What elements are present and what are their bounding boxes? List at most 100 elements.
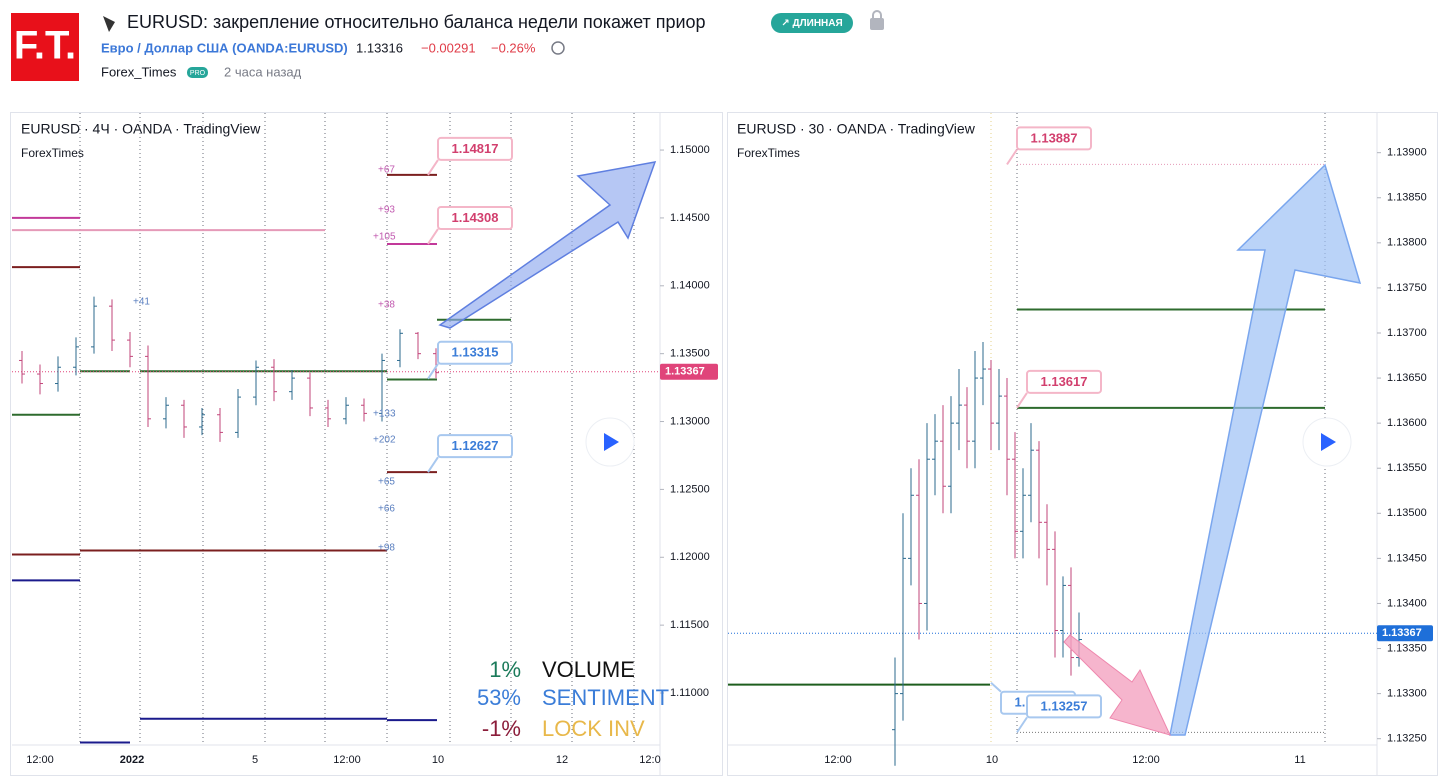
indicator-value: -1% xyxy=(482,716,521,741)
forecast-arrow xyxy=(1063,634,1171,736)
x-tick-label: 2022 xyxy=(120,754,144,766)
last-price-tag xyxy=(660,363,718,380)
level-note: +93 xyxy=(378,205,395,216)
callout-box xyxy=(437,136,513,161)
callout-pointer xyxy=(427,159,439,176)
logo-text: F.T. xyxy=(14,24,76,68)
last-price-label: 1.13367 xyxy=(665,366,705,378)
y-tick-label: 1.13750 xyxy=(1387,282,1427,294)
play-icon xyxy=(604,433,619,451)
logo[interactable] xyxy=(11,13,79,81)
y-tick-label: 1.12500 xyxy=(670,483,710,495)
callout-box xyxy=(1016,126,1092,151)
indicator-value: 53% xyxy=(477,685,521,710)
y-tick-label: 1.15000 xyxy=(670,144,710,156)
lock-icon-shackle xyxy=(872,10,882,18)
y-tick-label: 1.13550 xyxy=(1387,462,1427,474)
callout-pointer xyxy=(990,682,1002,693)
level-note: +41 xyxy=(133,297,150,308)
y-tick-label: 1.14000 xyxy=(670,280,710,292)
chart-title: EURUSD · 4Ч · OANDA · TradingView xyxy=(21,121,261,137)
x-tick-label: 12:00 xyxy=(26,754,54,766)
level-note: +38 xyxy=(378,300,395,311)
x-tick-label: 5 xyxy=(252,754,258,766)
lock-icon xyxy=(870,18,884,30)
callout-pointer xyxy=(1016,392,1028,409)
x-tick-label: 12:00 xyxy=(1132,754,1160,766)
callout-box xyxy=(1026,694,1102,719)
symbol-change: −0.00291 xyxy=(421,40,476,55)
callout-pointer xyxy=(1006,148,1018,165)
level-note: +98 xyxy=(378,543,395,554)
author[interactable]: Forex_Times xyxy=(101,64,177,79)
callout-label: 1.13315 xyxy=(452,345,499,360)
y-tick-label: 1.13600 xyxy=(1387,417,1427,429)
callout-box xyxy=(437,340,513,365)
forecast-arrow xyxy=(438,161,657,329)
callout-label: 1.13887 xyxy=(1031,130,1078,145)
indicator-name: SENTIMENT xyxy=(542,685,669,710)
x-tick-label: 12:00 xyxy=(333,754,361,766)
symbol-price: 1.13316 xyxy=(356,40,403,55)
symbol-link[interactable]: Евро / Доллар США (OANDA:EURUSD) xyxy=(101,40,348,55)
x-tick-label: 12:0 xyxy=(639,754,660,766)
pro-badge-text: PRO xyxy=(190,70,206,77)
chart-subtitle: ForexTimes xyxy=(21,146,84,160)
indicator-value: 1% xyxy=(489,657,521,682)
last-price-label: 1.13367 xyxy=(1382,627,1422,639)
y-tick-label: 1.12000 xyxy=(670,551,710,563)
x-tick-label: 10 xyxy=(432,754,444,766)
level-note: +133 xyxy=(373,409,396,420)
forecast-arrow xyxy=(1169,163,1362,736)
y-tick-label: 1.13900 xyxy=(1387,147,1427,159)
x-tick-label: 12 xyxy=(556,754,568,766)
callout-label: 1.14817 xyxy=(452,141,499,156)
callout-box xyxy=(437,205,513,230)
level-note: +65 xyxy=(378,477,395,488)
y-tick-label: 1.13500 xyxy=(1387,507,1427,519)
y-tick-label: 1.13700 xyxy=(1387,327,1427,339)
callout-pointer xyxy=(427,228,439,245)
callout-label: 1.12627 xyxy=(452,438,499,453)
long-badge xyxy=(771,13,853,33)
level-note: +105 xyxy=(373,232,396,243)
chart-subtitle: ForexTimes xyxy=(737,146,800,160)
y-tick-label: 1.13250 xyxy=(1387,733,1427,745)
y-tick-label: 1.11500 xyxy=(670,619,709,631)
callout-pointer xyxy=(427,363,439,380)
chart-title: EURUSD · 30 · OANDA · TradingView xyxy=(737,121,976,137)
callout-label: 1.14308 xyxy=(452,210,499,225)
symbol-change-pct: −0.26% xyxy=(491,40,536,55)
idea-icon xyxy=(103,16,115,32)
play-icon xyxy=(1321,433,1336,451)
callout-box xyxy=(437,434,513,459)
y-tick-label: 1.13850 xyxy=(1387,192,1427,204)
y-tick-label: 1.13000 xyxy=(670,415,710,427)
y-tick-label: 1.13500 xyxy=(670,348,710,360)
idea-title: EURUSD: закрепление относительно баланса… xyxy=(127,12,706,32)
y-tick-label: 1.13300 xyxy=(1387,688,1427,700)
alert-icon[interactable] xyxy=(551,41,565,55)
callout-pointer xyxy=(427,456,439,473)
y-tick-label: 1.11000 xyxy=(670,687,709,699)
indicator-name: VOLUME xyxy=(542,657,635,682)
indicator-name: LOCK INV xyxy=(542,716,645,741)
x-tick-label: 10 xyxy=(986,754,998,766)
y-tick-label: 1.13350 xyxy=(1387,642,1427,654)
y-tick-label: 1.13400 xyxy=(1387,597,1427,609)
pro-badge xyxy=(187,67,208,78)
callout-label: 1.13257 xyxy=(1041,698,1088,713)
y-tick-label: 1.13800 xyxy=(1387,237,1427,249)
last-price-tag xyxy=(1377,625,1433,642)
callout-pointer xyxy=(1016,716,1028,733)
x-tick-label: 11 xyxy=(1294,754,1305,766)
y-tick-label: 1.14500 xyxy=(670,212,710,224)
y-tick-label: 1.13450 xyxy=(1387,552,1427,564)
y-tick-label: 1.13650 xyxy=(1387,372,1427,384)
level-note: +202 xyxy=(373,435,396,446)
long-badge-text: ↗ ДЛИННАЯ xyxy=(781,18,842,29)
publish-time: 2 часа назад xyxy=(224,64,302,79)
x-tick-label: 12:00 xyxy=(824,754,852,766)
level-note: +67 xyxy=(378,165,395,176)
